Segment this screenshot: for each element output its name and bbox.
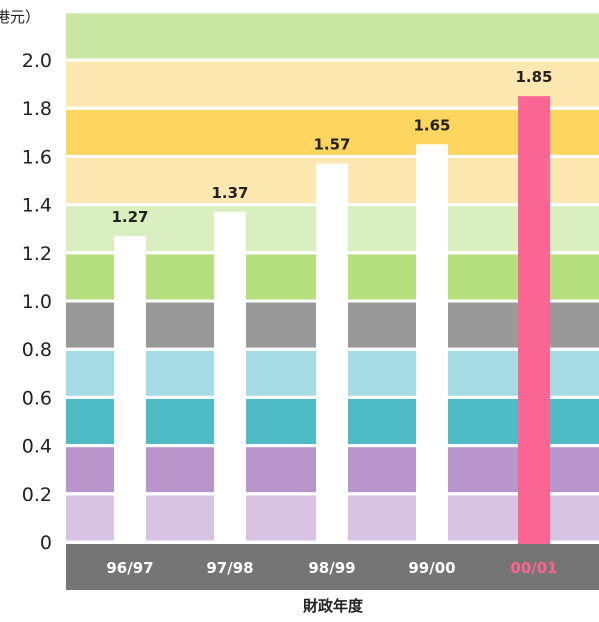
y-tick-label: 1.2 bbox=[22, 243, 52, 265]
bar-value-label: 1.65 bbox=[413, 116, 450, 134]
category-label: 96/97 bbox=[106, 559, 153, 577]
category-label: 00/01 bbox=[510, 559, 557, 577]
y-axis-ticks: 0 0.2 0.4 0.6 0.8 1.0 1.2 1.4 1.6 1.8 2.0 bbox=[22, 50, 52, 554]
bar bbox=[114, 235, 146, 544]
bar bbox=[416, 144, 448, 544]
x-axis-band bbox=[66, 544, 599, 590]
background-band bbox=[66, 13, 599, 59]
y-tick-label: 0.6 bbox=[22, 387, 52, 409]
category-label: 99/00 bbox=[408, 559, 455, 577]
y-tick-label: 0.4 bbox=[22, 436, 52, 458]
bar-value-label: 1.57 bbox=[313, 136, 350, 154]
y-tick-label: 1.0 bbox=[22, 291, 52, 313]
y-tick-label: 0 bbox=[40, 532, 52, 554]
background-band bbox=[66, 109, 599, 155]
y-tick-label: 1.4 bbox=[22, 195, 52, 217]
bar-value-label: 1.85 bbox=[515, 68, 552, 86]
bar bbox=[214, 211, 246, 544]
bar-value-label: 1.27 bbox=[111, 208, 148, 226]
category-labels: 96/97 97/98 98/99 99/00 00/01 bbox=[106, 559, 557, 577]
x-axis-title: 財政年度 bbox=[302, 597, 364, 615]
category-label: 98/99 bbox=[308, 559, 355, 577]
category-label: 97/98 bbox=[206, 559, 253, 577]
bar-value-label: 1.37 bbox=[211, 184, 248, 202]
y-tick-label: 2.0 bbox=[22, 50, 52, 72]
y-tick-label: 0.8 bbox=[22, 339, 52, 361]
y-tick-label: 1.8 bbox=[22, 98, 52, 120]
bars bbox=[114, 96, 550, 545]
y-tick-label: 0.2 bbox=[22, 484, 52, 506]
bar bbox=[316, 163, 348, 544]
bar bbox=[518, 96, 550, 545]
background-band bbox=[66, 61, 599, 107]
y-axis-unit-label: （十億港元） bbox=[0, 8, 40, 26]
bar-value-labels: 1.27 1.37 1.57 1.65 1.85 bbox=[111, 68, 552, 226]
y-tick-label: 1.6 bbox=[22, 146, 52, 168]
